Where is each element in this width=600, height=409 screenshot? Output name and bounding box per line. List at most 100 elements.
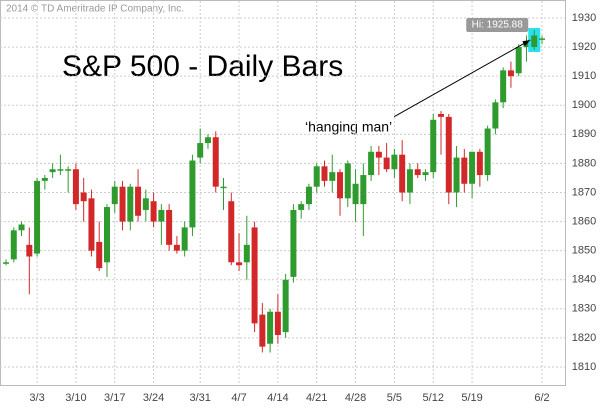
candle-body <box>158 209 165 222</box>
candle-body <box>57 169 64 171</box>
candle-body <box>461 157 468 184</box>
candle-body <box>26 244 33 257</box>
candle-body <box>72 169 79 205</box>
x-tick-label: 3/31 <box>189 392 210 404</box>
candle-body <box>406 169 413 193</box>
x-tick-label: 4/21 <box>306 392 327 404</box>
candle-body <box>282 279 289 333</box>
y-tick-label: 1850 <box>572 245 596 257</box>
candle-body <box>352 183 359 205</box>
x-tick-label: 3/17 <box>104 392 125 404</box>
x-tick-label: 3/10 <box>65 392 86 404</box>
candle-body <box>267 311 274 344</box>
candle-body <box>119 186 126 222</box>
candle-body <box>80 192 87 202</box>
y-tick-label: 1820 <box>572 332 596 344</box>
candle-body <box>181 227 188 251</box>
candle-body <box>344 163 351 199</box>
x-tick-label: 4/28 <box>345 392 366 404</box>
candle-body <box>34 180 41 254</box>
y-tick-label: 1840 <box>572 274 596 286</box>
candle-body <box>290 209 297 277</box>
y-tick-label: 1830 <box>572 303 596 315</box>
y-tick-label: 1930 <box>572 12 596 24</box>
x-tick-label: 5/5 <box>387 392 402 404</box>
candle-body <box>3 262 9 264</box>
y-tick-label: 1870 <box>572 186 596 198</box>
copyright: 2014 © TD Ameritrade IP Company, Inc. <box>6 4 184 15</box>
candle-body <box>469 151 476 184</box>
candle-body <box>313 166 320 187</box>
candle-body <box>236 262 243 266</box>
y-tick-label: 1860 <box>572 215 596 227</box>
candle-body <box>103 207 110 263</box>
arrow-line <box>393 39 531 118</box>
y-tick-label: 1810 <box>572 361 596 373</box>
candle-body <box>430 119 437 173</box>
candle-body <box>298 204 305 210</box>
candle-body <box>111 186 118 205</box>
candle-body <box>422 172 429 176</box>
candle-body <box>96 241 103 269</box>
candle-body <box>329 172 336 181</box>
x-tick-label: 4/14 <box>267 392 288 404</box>
high-label-box <box>466 17 529 32</box>
candle-body <box>321 166 328 181</box>
candle-body <box>127 186 134 222</box>
candle-body <box>305 186 312 205</box>
candle-body <box>228 201 235 263</box>
candle-body <box>197 143 204 158</box>
x-tick-label: 6/2 <box>534 392 549 404</box>
candle-body <box>337 172 344 199</box>
candle-body <box>383 157 390 170</box>
candle-body <box>453 157 460 193</box>
candle-body <box>492 102 499 129</box>
y-tick-label: 1890 <box>572 128 596 140</box>
candle-body <box>204 137 211 144</box>
y-tick-label: 1880 <box>572 157 596 169</box>
x-tick-label: 5/12 <box>423 392 444 404</box>
candle-body <box>173 244 180 251</box>
candle-body <box>274 311 281 336</box>
annotation: ‘hanging man’ <box>305 119 392 135</box>
candle-body <box>500 70 507 103</box>
chart-title: S&P 500 - Daily Bars <box>62 50 343 83</box>
candle-body <box>41 177 48 181</box>
candle-body <box>438 113 445 117</box>
candle-body <box>391 154 398 170</box>
candle-body <box>135 186 142 216</box>
candle-body <box>166 209 173 245</box>
x-tick-label: 5/19 <box>461 392 482 404</box>
y-tick-label: 1900 <box>572 99 596 111</box>
candle-body <box>539 38 545 40</box>
candle-body <box>49 169 56 173</box>
candle-body <box>476 151 483 176</box>
candle-body <box>360 175 367 205</box>
candle-body <box>507 70 514 77</box>
candle-body <box>220 186 227 189</box>
y-tick-label: 1920 <box>572 41 596 53</box>
candle-body <box>251 227 258 324</box>
candle-body <box>399 154 406 193</box>
candle-body <box>531 35 538 48</box>
candle-body <box>88 198 95 251</box>
x-tick-label: 3/3 <box>29 392 44 404</box>
candle-body <box>212 137 219 187</box>
candle-body <box>484 128 491 176</box>
candle-body <box>150 201 157 222</box>
high-label: Hi: 1925.88 <box>472 20 524 31</box>
candle-body <box>375 151 382 158</box>
candle-body <box>243 244 250 263</box>
y-tick-label: 1910 <box>572 70 596 82</box>
candle-body <box>142 198 149 210</box>
candle-body <box>414 169 421 176</box>
candle-body <box>189 160 196 228</box>
candle-body <box>10 230 17 260</box>
x-tick-label: 3/24 <box>143 392 164 404</box>
candle-body <box>368 151 375 176</box>
candle-body <box>65 169 72 171</box>
x-tick-label: 4/7 <box>231 392 246 404</box>
candle-body <box>445 116 452 193</box>
candle-body <box>18 224 25 231</box>
